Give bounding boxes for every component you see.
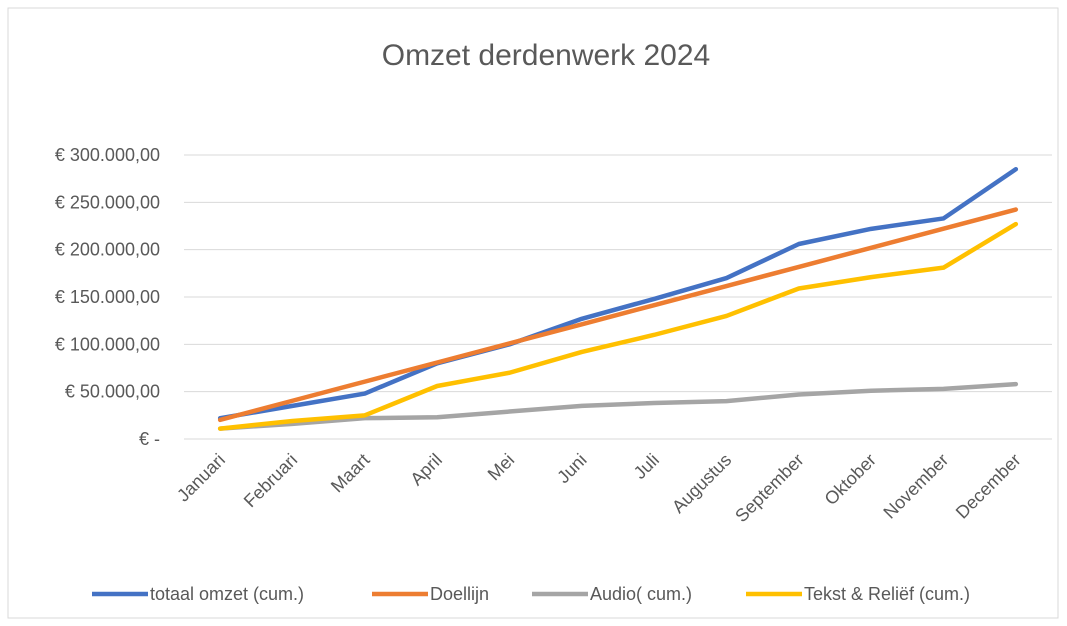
series-line (217, 381, 1019, 431)
series-line (217, 166, 1019, 421)
legend-label: Tekst & Reliëf (cum.) (804, 584, 970, 604)
chart-title: Omzet derdenwerk 2024 (382, 39, 711, 72)
y-tick-label: € - (139, 429, 160, 449)
y-tick-label: € 300.000,00 (55, 145, 160, 165)
legend-label: totaal omzet (cum.) (150, 584, 304, 604)
y-tick-label: € 150.000,00 (55, 287, 160, 307)
series-line (217, 207, 1019, 423)
series-line (217, 221, 1019, 431)
legend-label: Audio( cum.) (590, 584, 692, 604)
y-tick-label: € 200.000,00 (55, 240, 160, 260)
y-tick-label: € 100.000,00 (55, 334, 160, 354)
legend-label: Doellijn (430, 584, 489, 604)
y-tick-label: € 250.000,00 (55, 192, 160, 212)
y-tick-label: € 50.000,00 (65, 382, 160, 402)
chart-border (7, 7, 1059, 619)
